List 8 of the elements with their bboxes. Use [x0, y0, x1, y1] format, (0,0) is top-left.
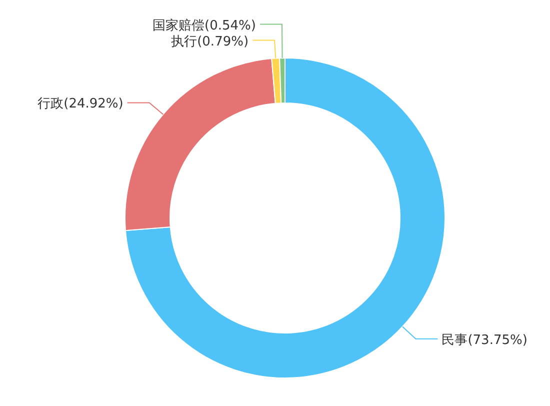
- slice-label: 行政: [38, 96, 64, 112]
- slice-label: 国家赔偿: [152, 17, 205, 34]
- data-label: (24.92%): [64, 96, 124, 112]
- slice-label: 民事: [442, 332, 468, 348]
- data-label: (73.75%): [468, 332, 528, 348]
- slice-label: 执行: [171, 34, 198, 50]
- data-label: (0.54%): [204, 18, 256, 34]
- data-label: (0.79%): [197, 34, 249, 50]
